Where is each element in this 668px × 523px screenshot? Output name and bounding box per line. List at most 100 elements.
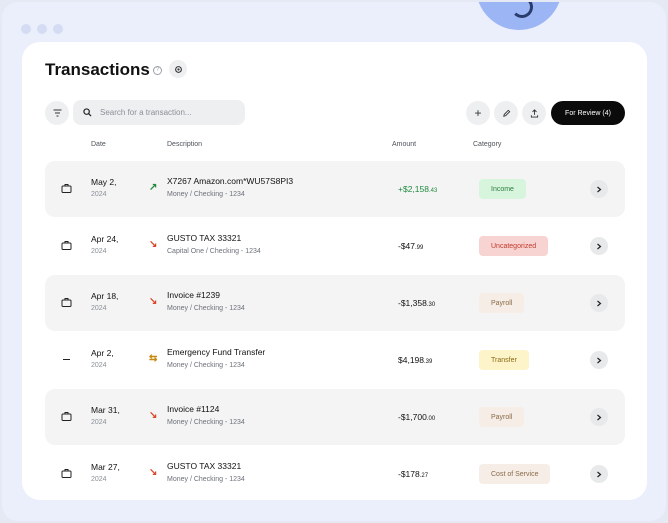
transaction-amount: -$1,358.30 [398,298,435,308]
upload-button[interactable] [522,101,546,125]
upload-icon [530,108,538,118]
transaction-description: GUSTO TAX 33321 [167,461,242,471]
filter-button[interactable] [45,101,69,125]
amount-cents: .39 [424,359,433,365]
chevron-right-icon [597,414,602,420]
window-dot [37,24,47,34]
add-button[interactable]: + [466,101,490,125]
transaction-description: Emergency Fund Transfer [167,347,266,357]
category-badge[interactable]: Transfer [479,350,529,370]
search-input[interactable] [100,108,230,117]
transaction-account: Money / Checking - 1234 [167,305,245,312]
row-detail-button[interactable] [590,237,608,255]
amount-cents: .00 [426,416,436,422]
transaction-row[interactable]: Mar 31, 2024 ↘ Invoice #1124 Money / Che… [45,389,625,445]
row-detail-button[interactable] [590,408,608,426]
chevron-right-icon [597,471,602,477]
plus-icon: + [474,106,482,120]
transaction-date: Apr 2, [91,348,114,358]
amount-main: -$178 [398,469,420,479]
row-detail-button[interactable] [590,294,608,312]
amount-main: -$1,358 [398,298,427,308]
page-title: Transactions [45,60,150,79]
transaction-year: 2024 [91,476,107,483]
category-badge[interactable]: Income [479,179,526,199]
column-header-description: Description [167,141,203,148]
transaction-account: Money / Checking - 1234 [167,362,245,369]
for-review-button[interactable]: For Review (4) [551,101,625,125]
category-badge[interactable]: Payroll [479,407,525,427]
transaction-amount: $4,198.39 [398,355,432,365]
transaction-account: Money / Checking - 1234 [167,476,245,483]
amount-cents: .99 [415,245,424,251]
amount-main: -$47 [398,241,416,251]
decorative-blob [476,2,562,30]
arrow-down-right-icon: ↘ [149,296,158,307]
transaction-amount: -$1,700.00 [398,412,435,422]
amount-cents: .30 [426,302,436,308]
transaction-description: Invoice #1124 [167,404,220,414]
amount-cents: .27 [419,473,429,479]
amount-main: -$1,700 [398,412,427,422]
transaction-date: Mar 31, [91,405,120,415]
category-badge[interactable]: Cost of Service [479,464,551,484]
column-header-date: Date [91,141,106,148]
edit-button[interactable] [494,101,518,125]
window-dots [21,24,63,34]
amount-cents: .43 [428,188,438,194]
transaction-year: 2024 [91,362,107,369]
amount-main: +$2,158 [398,184,429,194]
transfer-arrows-icon: ⇆ [149,353,158,364]
briefcase-icon [61,241,72,250]
row-detail-button[interactable] [590,351,608,369]
transaction-date: Apr 24, [91,234,119,244]
column-header-category: Category [473,141,502,148]
briefcase-icon [61,469,72,478]
amount-main: $4,198 [398,355,424,365]
chevron-right-icon [597,243,602,249]
transaction-account: Money / Checking - 1234 [167,191,245,198]
row-detail-button[interactable] [590,180,608,198]
transaction-year: 2024 [91,419,107,426]
settings-button[interactable] [169,60,187,78]
chevron-right-icon [597,357,602,363]
window-dot [53,24,63,34]
transaction-row[interactable]: Apr 18, 2024 ↘ Invoice #1239 Money / Che… [45,275,625,331]
transactions-card: Transactions ? + [22,42,647,500]
transaction-row[interactable]: Apr 2, 2024 ⇆ Emergency Fund Transfer Mo… [45,332,625,388]
category-badge[interactable]: Payroll [479,293,525,313]
filter-icon [53,109,61,117]
search-box[interactable] [73,100,245,125]
briefcase-icon [61,412,72,421]
transaction-account: Money / Checking - 1234 [167,419,245,426]
transaction-row[interactable]: May 2, 2024 ↗ X7267 Amazon.com*WU57S8PI3… [45,161,625,217]
transaction-description: GUSTO TAX 33321 [167,233,242,243]
transaction-amount: +$2,158.43 [398,184,437,194]
column-header-amount: Amount [392,141,417,148]
transaction-amount: -$178.27 [398,469,428,479]
briefcase-icon [61,184,72,193]
transaction-date: May 2, [91,177,117,187]
gear-icon [174,65,182,73]
help-circle-icon[interactable]: ? [153,66,162,75]
arrow-down-right-icon: ↘ [149,467,158,478]
category-badge[interactable]: Uncategorized [479,236,549,256]
row-detail-button[interactable] [590,465,608,483]
transaction-year: 2024 [91,191,107,198]
window-dot [21,24,31,34]
transaction-year: 2024 [91,305,107,312]
search-icon [83,108,92,117]
chevron-right-icon [597,186,602,192]
dash-icon [63,359,70,360]
transaction-date: Apr 18, [91,291,119,301]
chevron-right-icon [597,300,602,306]
transaction-amount: -$47.99 [398,241,423,251]
transaction-description: Invoice #1239 [167,290,220,300]
arrow-down-right-icon: ↘ [149,410,158,421]
arrow-down-right-icon: ↘ [149,239,158,250]
transaction-row[interactable]: Mar 27, 2024 ↘ GUSTO TAX 33321 Money / C… [45,446,625,502]
transaction-account: Capital One / Checking - 1234 [167,248,261,255]
transaction-description: X7267 Amazon.com*WU57S8PI3 [167,176,294,186]
transaction-row[interactable]: Apr 24, 2024 ↘ GUSTO TAX 33321 Capital O… [45,218,625,274]
